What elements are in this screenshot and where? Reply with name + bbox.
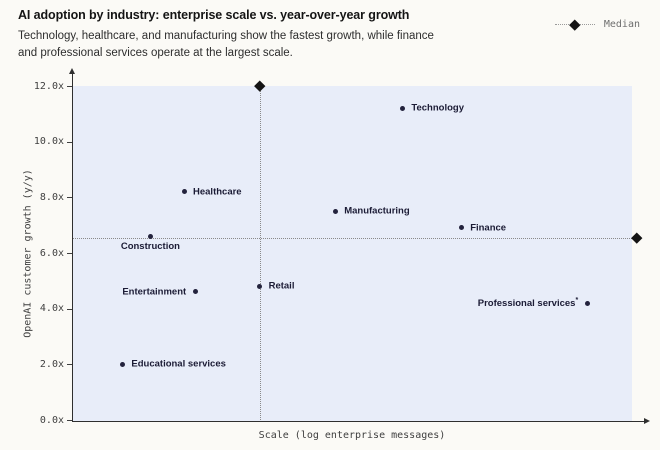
data-point-label: Retail [268, 280, 295, 292]
data-point [584, 300, 590, 306]
chart-title: AI adoption by industry: enterprise scal… [18, 8, 410, 22]
data-point-label: Educational services [131, 358, 226, 370]
data-point-label: Manufacturing [344, 205, 410, 217]
y-tick-mark [67, 420, 72, 421]
data-point [399, 105, 405, 111]
data-point-label: Technology [411, 102, 464, 114]
y-tick-label: 2.0x [39, 358, 64, 370]
median-diamond-icon [631, 232, 642, 244]
data-point [192, 289, 198, 295]
data-point-label: Finance [470, 222, 507, 234]
y-tick-label: 6.0x [39, 247, 64, 259]
data-point [119, 361, 125, 367]
y-tick-label: 0.0x [39, 414, 64, 426]
x-axis-title: Scale (log enterprise messages) [258, 430, 446, 441]
y-tick-label: 8.0x [39, 191, 64, 203]
data-point-label: Construction [120, 241, 180, 253]
y-tick-mark [67, 253, 72, 254]
median-line-vertical [259, 86, 261, 420]
y-tick-mark [67, 364, 72, 366]
legend-median: Median [554, 18, 640, 30]
data-point-label: Professional services* [477, 297, 579, 310]
chart-subtitle: Technology, healthcare, and manufacturin… [18, 28, 434, 62]
y-axis-title: OpenAI customer growth (y/y) [22, 169, 34, 338]
y-tick-mark [67, 86, 72, 87]
legend-median-label: Median [603, 19, 640, 30]
chart-subtitle-line2: and professional services operate at the… [18, 47, 293, 59]
data-point [332, 208, 338, 214]
chart-subtitle-line1: Technology, healthcare, and manufacturin… [18, 30, 434, 42]
y-tick-mark [67, 308, 72, 310]
data-point [181, 189, 187, 195]
y-tick-label: 10.0x [33, 136, 64, 148]
median-dotted-line-swatch [554, 18, 595, 30]
y-tick-mark [67, 141, 72, 143]
x-axis-line [72, 421, 644, 422]
median-line-horizontal [72, 237, 634, 239]
y-tick-mark [67, 197, 72, 199]
y-tick-label: 12.0x [33, 80, 64, 92]
data-point-label: Healthcare [193, 186, 242, 198]
data-point [147, 233, 153, 239]
plot-area [72, 86, 632, 421]
y-axis-line [72, 74, 73, 421]
y-tick-label: 4.0x [39, 303, 64, 315]
data-point [458, 225, 464, 231]
x-axis-arrow-icon [644, 418, 650, 424]
y-axis-arrow-icon [69, 68, 75, 74]
data-point [257, 283, 263, 289]
data-point-label: Entertainment [122, 286, 187, 298]
